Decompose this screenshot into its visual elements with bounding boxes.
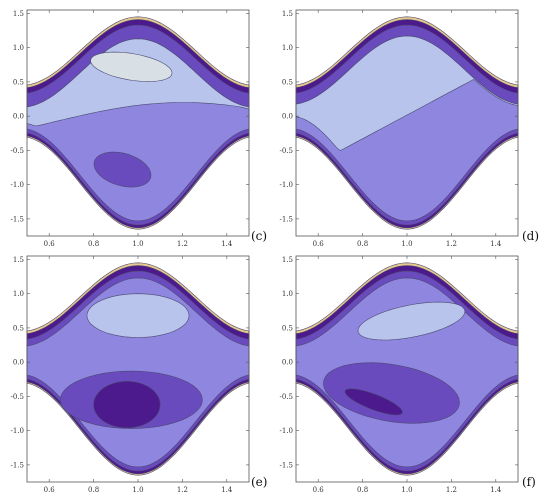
x-tick-label: 0.6 <box>313 486 325 494</box>
y-tick-label: 0.0 <box>282 359 293 367</box>
x-tick-label: 1.4 <box>490 240 502 248</box>
y-tick-label: -1.0 <box>280 427 294 435</box>
lower-region <box>323 362 460 424</box>
y-tick-label: -0.5 <box>11 147 25 155</box>
x-tick-label: 1.0 <box>132 486 143 494</box>
y-tick-label: -1.5 <box>11 461 25 469</box>
x-tick-label: 0.6 <box>44 486 56 494</box>
x-tick-label: 1.2 <box>177 486 188 494</box>
y-tick-label: 1.5 <box>282 256 293 264</box>
panel-f: 0.6 0.8 1.0 1.2 1.41.51.00.50.0-0.5-1.0-1.5 … <box>280 255 536 494</box>
x-tick-label: 0.8 <box>88 240 99 248</box>
x-tick-label: 1.4 <box>221 486 233 494</box>
lower-core <box>344 388 403 416</box>
y-tick-label: 0.5 <box>13 78 24 86</box>
y-tick-label: 1.0 <box>13 44 24 52</box>
y-tick-label: 1.0 <box>13 290 24 298</box>
x-tick-label: 1.4 <box>221 240 233 248</box>
y-tick-label: -1.0 <box>280 181 294 189</box>
panel-c: 0.6 0.8 1.0 1.2 1.41.51.00.50.0-0.5-1.0-1.5 … <box>11 9 267 248</box>
y-tick-label: -1.5 <box>11 215 25 223</box>
x-tick-label: 1.2 <box>446 240 457 248</box>
panel-e: 0.6 0.8 1.0 1.2 1.41.51.00.50.0-0.5-1.0-1.5 … <box>11 255 267 494</box>
y-tick-label: -0.5 <box>280 393 294 401</box>
panel-e-ticks: 0.6 0.8 1.0 1.2 1.4 1.5 1.0 0.5 0.0 -0.5 -1.0 -1.5 <box>11 256 249 494</box>
y-tick-label: 0.5 <box>282 78 293 86</box>
lower-core <box>93 381 161 429</box>
panel-f-label: (f) <box>522 475 536 489</box>
panel-c-contours <box>26 16 250 230</box>
panel-e-contours <box>26 262 250 476</box>
panel-d-ticks: 0.6 0.8 1.0 1.2 1.4 1.5 1.0 0.5 0.0 -0.5 -1.0 -1.5 <box>280 10 518 248</box>
panel-e-label: (e) <box>251 475 267 489</box>
y-tick-label: -0.5 <box>280 147 294 155</box>
y-tick-label: -1.0 <box>11 181 25 189</box>
x-tick-label: 1.2 <box>446 486 457 494</box>
y-tick-label: 0.5 <box>282 324 293 332</box>
y-tick-label: 1.5 <box>282 10 293 18</box>
panel-d-label: (d) <box>522 229 539 243</box>
x-tick-label: 1.0 <box>401 486 412 494</box>
lower-core <box>93 151 152 188</box>
panel-d-contours <box>295 16 519 230</box>
panel-c-label: (c) <box>251 229 267 243</box>
y-tick-label: 1.0 <box>282 290 293 298</box>
panel-f-ticks: 0.6 0.8 1.0 1.2 1.4 1.5 1.0 0.5 0.0 -0.5 -1.0 -1.5 <box>280 256 518 494</box>
upper-core <box>90 51 173 82</box>
upper-core <box>357 301 466 341</box>
y-tick-label: -1.5 <box>280 461 294 469</box>
x-tick-label: 0.6 <box>313 240 325 248</box>
panel-d: 0.6 0.8 1.0 1.2 1.41.51.00.50.0-0.5-1.0-1.5 … <box>280 9 539 248</box>
x-tick-label: 1.2 <box>177 240 188 248</box>
x-tick-label: 1.4 <box>490 486 502 494</box>
x-tick-label: 1.0 <box>401 240 412 248</box>
x-tick-label: 0.8 <box>357 486 368 494</box>
x-tick-label: 0.8 <box>357 240 368 248</box>
panel-f-contours <box>295 262 519 476</box>
y-tick-label: 1.0 <box>282 44 293 52</box>
panel-c-ticks: 0.6 0.8 1.0 1.2 1.4 1.5 1.0 0.5 0.0 -0.5 -1.0 -1.5 <box>11 10 249 248</box>
y-tick-label: 1.5 <box>13 10 24 18</box>
x-tick-label: 0.6 <box>44 240 56 248</box>
x-tick-label: 0.8 <box>88 486 99 494</box>
y-tick-label: 1.5 <box>13 256 24 264</box>
y-tick-label: 0.0 <box>13 359 24 367</box>
y-tick-label: -1.5 <box>280 215 294 223</box>
y-tick-label: 0.0 <box>13 113 24 121</box>
y-tick-label: 0.5 <box>13 324 24 332</box>
y-tick-label: -1.0 <box>11 427 25 435</box>
y-tick-label: 0.0 <box>282 113 293 121</box>
x-tick-label: 1.0 <box>132 240 143 248</box>
y-tick-label: -0.5 <box>11 393 25 401</box>
upper-core <box>86 293 190 338</box>
